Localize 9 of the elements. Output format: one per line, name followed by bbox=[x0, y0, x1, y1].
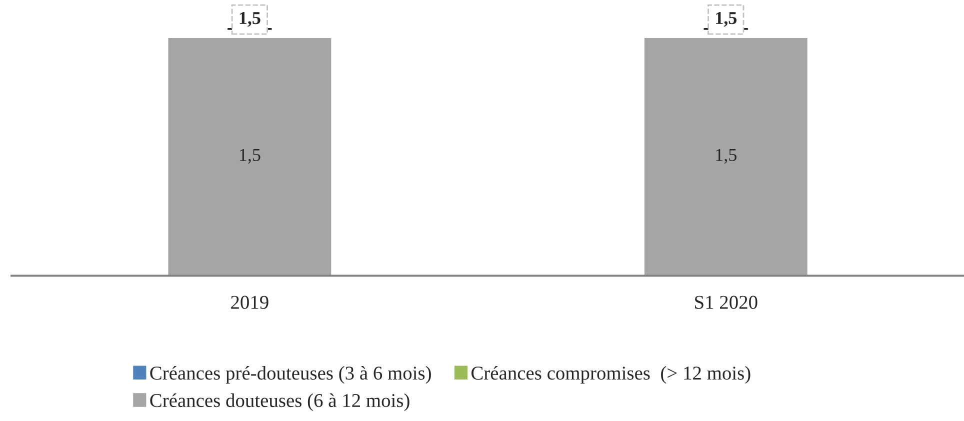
legend-label: Créances pré-douteuses (3 à 6 mois) bbox=[150, 366, 431, 384]
total-label: 1,5 bbox=[716, 12, 737, 27]
legend-label: Créances douteuses (6 à 12 mois) bbox=[150, 393, 410, 412]
data-label: 1,5 bbox=[716, 148, 736, 164]
x-tick-label: 2019 bbox=[231, 296, 268, 309]
legend-label: Créances compromises (> 12 mois) bbox=[471, 366, 750, 384]
x-tick-label: S1 2020 bbox=[695, 296, 758, 309]
total-label: 1,5 bbox=[240, 12, 260, 27]
data-label: 1,5 bbox=[240, 148, 260, 164]
